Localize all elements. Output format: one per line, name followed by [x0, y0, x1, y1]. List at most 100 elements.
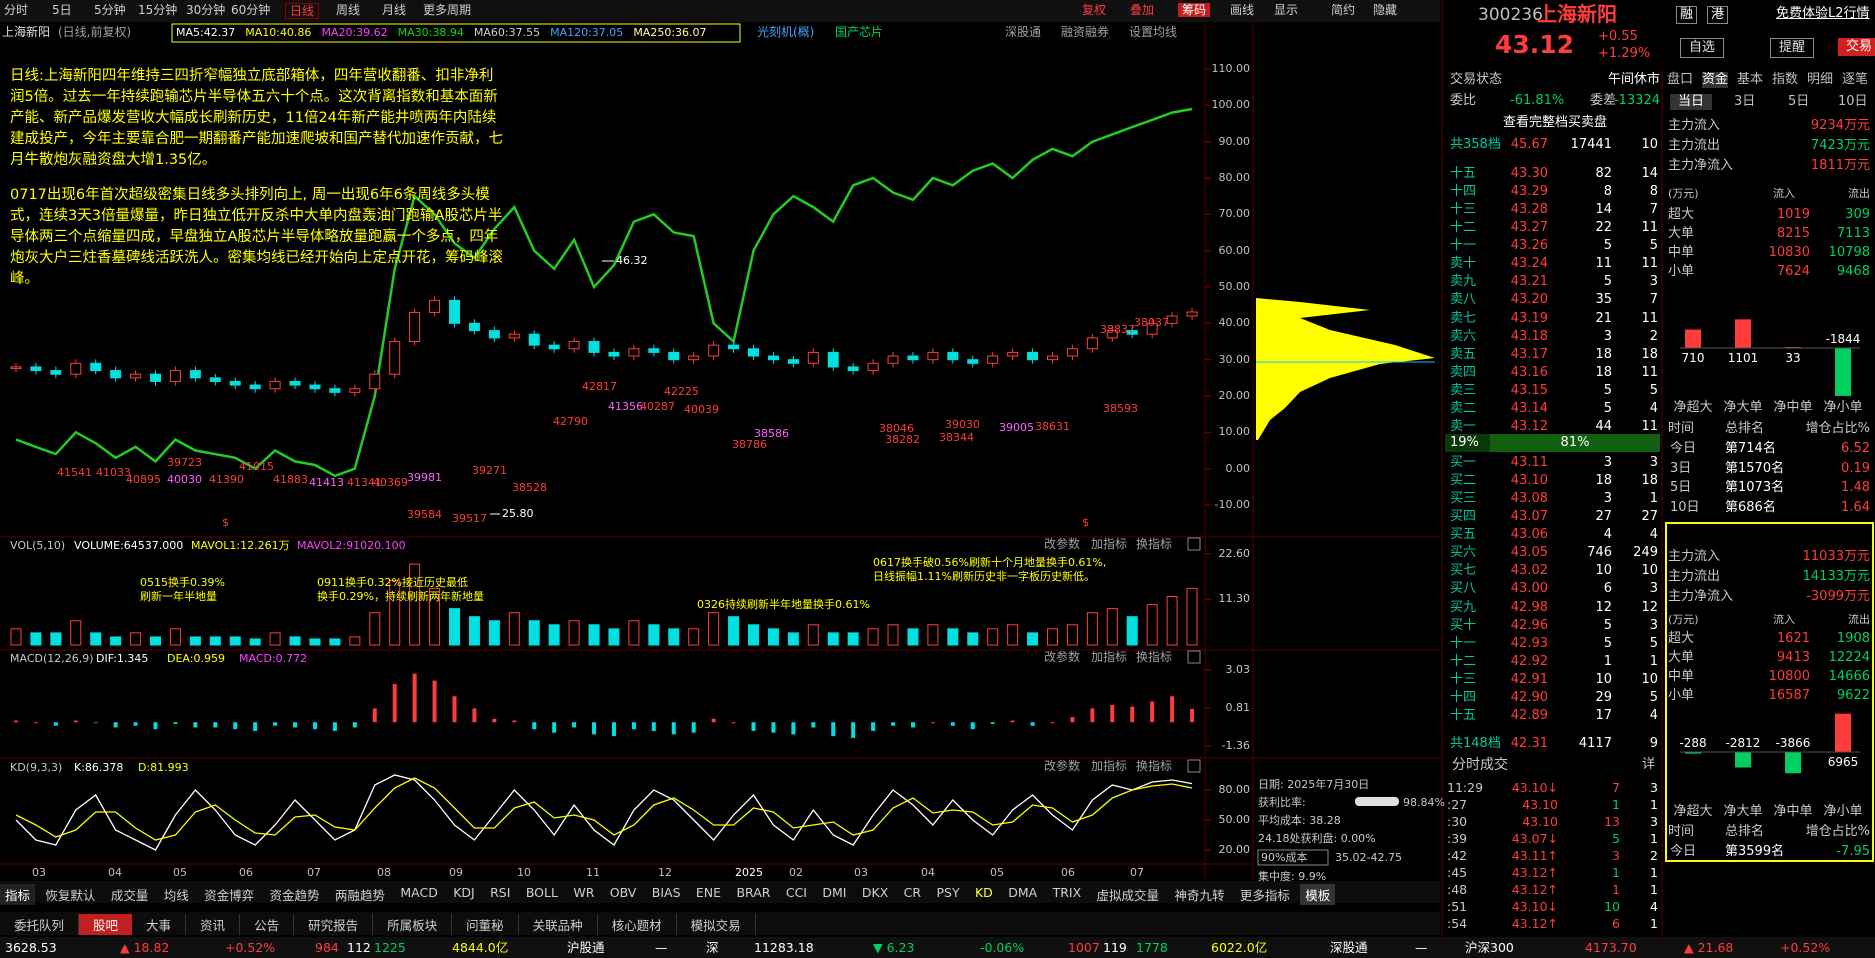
link[interactable]: 融资融券 [1061, 25, 1110, 39]
button[interactable]: 提醒 [1770, 38, 1815, 58]
label: 16587 [1768, 688, 1810, 703]
label: 1.48 [1841, 480, 1870, 495]
tab[interactable]: 关联品种 [519, 914, 598, 935]
period-tab[interactable]: 日线 [285, 3, 320, 20]
tool-button[interactable]: 画线 [1230, 3, 1255, 17]
tab[interactable]: 股吧 [79, 914, 133, 935]
concept-tag[interactable]: 光刻机(概) [757, 25, 815, 39]
tab[interactable]: WR [573, 885, 595, 900]
tab[interactable]: PSY [936, 885, 960, 900]
panel-button[interactable]: 改参数 [1044, 537, 1081, 551]
dropdown[interactable]: 90%成本 [1261, 851, 1308, 864]
panel-button[interactable]: 换指标 [1136, 537, 1173, 551]
tab[interactable]: 大事 [132, 914, 187, 935]
tab[interactable]: 研究报告 [294, 914, 374, 935]
tab[interactable]: CCI [785, 885, 807, 900]
tab[interactable]: CR [903, 885, 922, 900]
tab[interactable]: 指数 [1772, 72, 1799, 87]
tab[interactable]: 资金 [1702, 72, 1729, 88]
tab[interactable]: 神奇九转 [1174, 888, 1225, 903]
period-tab[interactable]: 更多周期 [423, 3, 472, 17]
tab[interactable]: KD [974, 885, 993, 900]
link[interactable]: 深股通 [1005, 25, 1042, 39]
period-tab[interactable]: 分时 [4, 3, 29, 17]
period-tab[interactable]: 5分钟 [94, 3, 126, 17]
tab[interactable]: 资金趋势 [269, 888, 320, 903]
period[interactable]: 5日 [1788, 94, 1810, 109]
tab[interactable]: 两融趋势 [334, 888, 385, 903]
panel-button[interactable]: 改参数 [1044, 759, 1081, 773]
tab[interactable]: TRIX [1052, 885, 1082, 900]
tab[interactable]: 委托队列 [0, 914, 80, 935]
label: :39 [1447, 831, 1468, 846]
button[interactable]: 交易 [1838, 38, 1875, 56]
badge[interactable]: 港 [1707, 6, 1729, 24]
tab[interactable]: RSI [490, 885, 511, 900]
tool-button[interactable]: 显示 [1274, 3, 1299, 17]
tab[interactable]: OBV [609, 885, 637, 900]
period[interactable]: 当日 [1670, 94, 1713, 110]
panel-button[interactable]: 加指标 [1091, 537, 1128, 551]
tool-button[interactable]: 简约 [1331, 3, 1356, 17]
period-tab[interactable]: 60分钟 [231, 3, 271, 17]
tool-button[interactable]: 隐藏 [1373, 3, 1398, 17]
period-tab[interactable]: 15分钟 [138, 3, 178, 17]
period-tab[interactable]: 30分钟 [186, 3, 226, 17]
panel-button[interactable]: 改参数 [1044, 650, 1081, 664]
tab[interactable]: BRAR [736, 885, 771, 900]
tab[interactable]: KDJ [453, 885, 475, 900]
panel-button[interactable]: 加指标 [1091, 650, 1128, 664]
tab[interactable]: 恢复默认 [45, 888, 96, 903]
button[interactable]: 查看完整档买卖盘 [1502, 115, 1607, 130]
button[interactable]: 详 [1641, 757, 1655, 772]
concept-tag[interactable]: 国产芯片 [835, 25, 884, 39]
tab[interactable]: 公告 [240, 914, 295, 935]
tab[interactable]: 盘口 [1667, 72, 1694, 87]
button[interactable]: 自选 [1680, 38, 1725, 58]
tool-button[interactable]: 筹码 [1178, 3, 1211, 18]
tab[interactable]: 逐笔 [1842, 72, 1869, 87]
tab[interactable]: 明细 [1807, 72, 1834, 87]
label: 43.21 [1510, 274, 1548, 290]
period-tab[interactable]: 周线 [336, 3, 361, 17]
link[interactable]: 免费体验L2行情 [1776, 6, 1870, 21]
tab[interactable]: BIAS [651, 885, 681, 900]
volume-bar [648, 624, 660, 646]
tab[interactable]: 虚拟成交量 [1096, 888, 1160, 903]
tab[interactable]: DKX [861, 885, 889, 900]
candle [787, 359, 799, 364]
tab[interactable]: MACD [400, 885, 438, 900]
panel-button[interactable]: 加指标 [1091, 759, 1128, 773]
tab[interactable]: 成交量 [110, 888, 149, 903]
tab[interactable]: 指标 [0, 884, 36, 905]
volume-bar [1027, 632, 1039, 646]
macd-bar [193, 722, 198, 728]
link[interactable]: 设置均线 [1129, 25, 1178, 39]
tab[interactable]: 更多指标 [1239, 888, 1290, 903]
panel-button[interactable]: 换指标 [1136, 650, 1173, 664]
label: 3 [1603, 455, 1612, 470]
tab[interactable]: 问董秘 [452, 914, 519, 935]
tool-button[interactable]: 叠加 [1130, 3, 1155, 17]
tool-button[interactable]: 复权 [1082, 3, 1107, 17]
tab[interactable]: 模拟交易 [677, 914, 756, 935]
period[interactable]: 10日 [1838, 94, 1868, 109]
badge[interactable]: 融 [1676, 6, 1698, 24]
macd-bar [552, 722, 557, 733]
tab[interactable]: 基本 [1737, 72, 1764, 87]
tab[interactable]: 资讯 [186, 914, 241, 935]
period[interactable]: 3日 [1734, 94, 1756, 109]
label: 43.20 [1510, 292, 1548, 308]
tab[interactable]: DMI [822, 885, 847, 900]
tab[interactable]: ENE [695, 885, 722, 900]
panel-button[interactable]: 换指标 [1136, 759, 1173, 773]
period-tab[interactable]: 月线 [382, 3, 407, 17]
tab[interactable]: BOLL [525, 885, 558, 900]
tab[interactable]: 均线 [163, 888, 189, 903]
tab[interactable]: 资金博弈 [204, 888, 255, 903]
tab[interactable]: 核心题材 [598, 914, 677, 935]
tab[interactable]: 模板 [1300, 884, 1336, 905]
tab[interactable]: DMA [1008, 885, 1038, 900]
tab[interactable]: 所属板块 [373, 914, 453, 935]
period-tab[interactable]: 5日 [52, 3, 72, 17]
